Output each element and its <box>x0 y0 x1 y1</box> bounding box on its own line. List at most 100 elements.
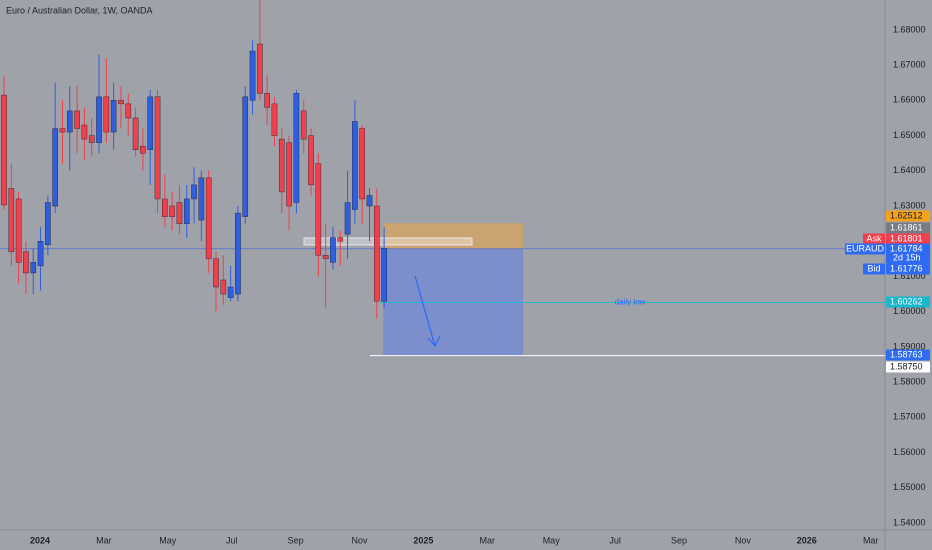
candle-body <box>315 163 322 256</box>
x-tick-label: Mar <box>863 535 879 545</box>
candle-body <box>359 128 365 200</box>
price-label: 1.61784 <box>890 243 923 253</box>
candle-body <box>344 202 351 235</box>
candle-body <box>264 93 270 108</box>
price-label-box <box>886 263 930 275</box>
price-tag: EURAUD <box>846 243 885 253</box>
candle-body <box>81 124 88 140</box>
y-tick-label: 1.61000 <box>893 271 926 281</box>
price-label-box <box>886 233 930 245</box>
candle-body <box>118 100 124 105</box>
x-tick-label: Jul <box>609 535 621 545</box>
candle-body <box>8 188 15 252</box>
y-tick-label: 1.59000 <box>893 341 926 351</box>
y-tick-label: 1.68000 <box>893 24 926 34</box>
countdown: 2d 15h <box>893 252 921 262</box>
candle-body <box>271 103 278 136</box>
x-tick-label: 2024 <box>30 535 50 545</box>
candle-body <box>96 96 102 143</box>
candle-body <box>337 237 344 242</box>
candle-body <box>227 286 234 298</box>
candle-body <box>213 258 219 288</box>
candle-body <box>132 117 139 150</box>
x-tick-label: Nov <box>735 535 752 545</box>
price-tag: Bid <box>867 263 880 273</box>
candle-body <box>37 241 44 267</box>
range-box <box>303 237 473 246</box>
candle-body <box>242 96 249 217</box>
candle-body <box>286 142 292 207</box>
candle-body <box>278 138 285 193</box>
price-label-box <box>886 361 930 373</box>
candle-body <box>322 255 329 260</box>
y-tick-label: 1.54000 <box>893 517 926 527</box>
candle-body <box>23 251 29 274</box>
price-tag-box <box>845 243 885 255</box>
candle-body <box>45 202 51 245</box>
price-label: 1.58763 <box>890 349 923 359</box>
candle-body <box>147 96 154 150</box>
y-tick-label: 1.66000 <box>893 95 926 105</box>
x-tick-label: Jul <box>226 535 238 545</box>
candle-body <box>220 279 227 295</box>
candle-body <box>300 110 307 140</box>
candle-body <box>198 177 205 221</box>
price-label: 1.61861 <box>890 222 923 232</box>
x-tick-label: 2025 <box>413 535 433 545</box>
candle-body <box>103 96 110 133</box>
y-tick-label: 1.58000 <box>893 376 926 386</box>
x-tick-label: May <box>543 535 561 545</box>
price-label-box <box>886 296 930 308</box>
candle-body <box>366 195 373 207</box>
candle-body <box>88 135 95 143</box>
price-tag-box <box>863 233 885 245</box>
candle-body <box>352 121 358 210</box>
candle-body <box>30 262 37 274</box>
candle-body <box>235 212 241 295</box>
x-tick-label: Sep <box>671 535 687 545</box>
candle-body <box>140 145 146 154</box>
y-tick-label: 1.60000 <box>893 306 926 316</box>
price-label: 1.58750 <box>890 361 923 371</box>
price-tag-box <box>863 263 885 275</box>
candle-body <box>52 128 58 207</box>
x-tick-label: Mar <box>480 535 496 545</box>
y-tick-label: 1.64000 <box>893 165 926 175</box>
candle-body <box>59 128 66 133</box>
y-tick-label: 1.57000 <box>893 412 926 422</box>
candle-body <box>374 205 380 302</box>
y-tick-label: 1.55000 <box>893 482 926 492</box>
price-label-box <box>886 222 930 234</box>
daily-low-note: daily low <box>615 298 646 307</box>
candle-body <box>205 177 212 260</box>
candle-body <box>162 198 168 217</box>
candle-body <box>330 237 336 263</box>
y-tick-label: 1.56000 <box>893 447 926 457</box>
candle-body <box>249 50 256 101</box>
candle-body <box>74 110 80 129</box>
candle-body <box>154 96 161 200</box>
x-tick-label: Mar <box>96 535 112 545</box>
x-tick-label: Sep <box>288 535 304 545</box>
x-tick-label: Nov <box>351 535 368 545</box>
y-tick-label: 1.65000 <box>893 130 926 140</box>
candle-body <box>381 248 387 302</box>
y-tick-label: 1.63000 <box>893 200 926 210</box>
candle-body <box>66 110 73 133</box>
candle-body <box>176 202 183 224</box>
x-tick-label: 2026 <box>797 535 817 545</box>
candle-body <box>110 100 117 133</box>
candle-body <box>191 184 197 200</box>
price-label: 1.61776 <box>890 263 923 273</box>
candle-body <box>125 103 132 119</box>
candle-body <box>308 135 314 186</box>
x-tick-label: May <box>159 535 177 545</box>
candle-body <box>1 94 7 206</box>
chart-title: Euro / Australian Dollar, 1W, OANDA <box>6 5 153 15</box>
candle-body <box>15 198 22 263</box>
y-tick-label: 1.67000 <box>893 60 926 70</box>
price-label-box <box>886 210 930 222</box>
candle-body <box>293 93 300 203</box>
